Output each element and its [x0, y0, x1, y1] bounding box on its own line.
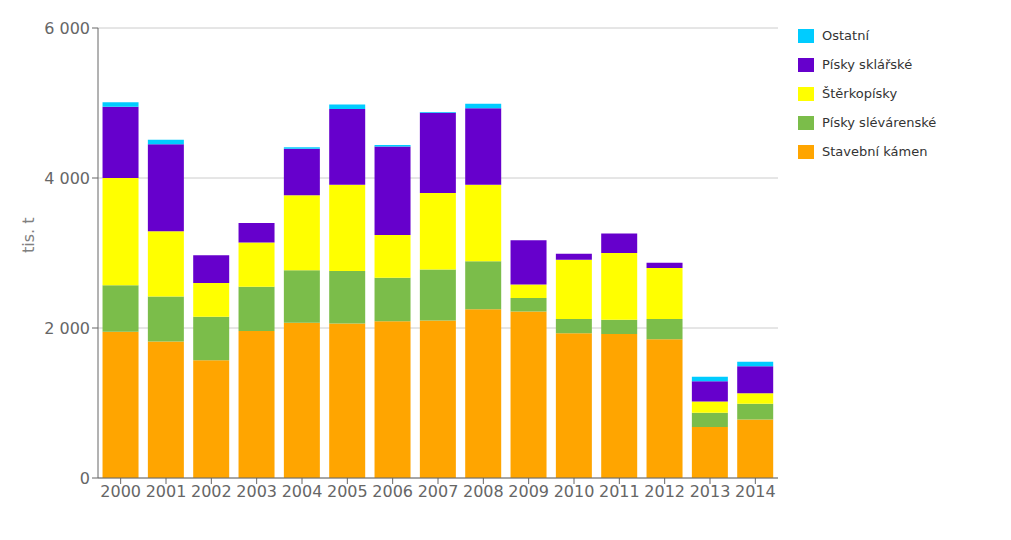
svg-text:2002: 2002 — [191, 482, 232, 501]
svg-text:2007: 2007 — [418, 482, 459, 501]
svg-text:2003: 2003 — [236, 482, 277, 501]
svg-text:0: 0 — [80, 469, 90, 488]
html-text:Štěrkopísky: Štěrkopísky — [822, 86, 898, 101]
html-text:Písky sklářské: Písky sklářské — [822, 57, 913, 72]
svg-text:2012: 2012 — [644, 482, 685, 501]
svg-text:2005: 2005 — [327, 482, 368, 501]
svg-text:2013: 2013 — [690, 482, 731, 501]
svg-text:2014: 2014 — [735, 482, 776, 501]
html-text:Písky slévárenské: Písky slévárenské — [822, 115, 937, 130]
svg-text:tis. t: tis. t — [19, 218, 38, 254]
svg-text:2000: 2000 — [100, 482, 141, 501]
svg-text:2001: 2001 — [146, 482, 187, 501]
svg-text:4 000: 4 000 — [44, 169, 90, 188]
svg-text:2009: 2009 — [508, 482, 549, 501]
html-text:Ostatní: Ostatní — [822, 28, 869, 43]
svg-text:2008: 2008 — [463, 482, 504, 501]
html-text:Stavební kámen: Stavební kámen — [822, 144, 928, 159]
svg-text:2011: 2011 — [599, 482, 640, 501]
svg-text:6 000: 6 000 — [44, 19, 90, 38]
svg-text:2010: 2010 — [554, 482, 595, 501]
svg-text:2004: 2004 — [282, 482, 323, 501]
svg-text:2006: 2006 — [372, 482, 413, 501]
svg-text:2 000: 2 000 — [44, 319, 90, 338]
